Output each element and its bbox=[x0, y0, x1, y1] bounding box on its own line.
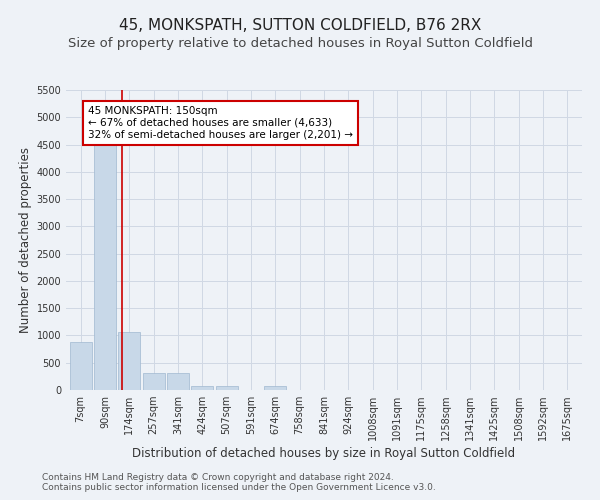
Bar bbox=[118, 332, 140, 390]
Bar bbox=[215, 386, 238, 390]
Text: 45, MONKSPATH, SUTTON COLDFIELD, B76 2RX: 45, MONKSPATH, SUTTON COLDFIELD, B76 2RX bbox=[119, 18, 481, 32]
Text: Size of property relative to detached houses in Royal Sutton Coldfield: Size of property relative to detached ho… bbox=[67, 38, 533, 51]
Bar bbox=[143, 373, 164, 390]
Y-axis label: Number of detached properties: Number of detached properties bbox=[19, 147, 32, 333]
Text: Contains public sector information licensed under the Open Government Licence v3: Contains public sector information licen… bbox=[42, 484, 436, 492]
X-axis label: Distribution of detached houses by size in Royal Sutton Coldfield: Distribution of detached houses by size … bbox=[133, 448, 515, 460]
Bar bbox=[265, 386, 286, 390]
Bar bbox=[70, 342, 92, 390]
Text: 45 MONKSPATH: 150sqm
← 67% of detached houses are smaller (4,633)
32% of semi-de: 45 MONKSPATH: 150sqm ← 67% of detached h… bbox=[88, 106, 353, 140]
Bar bbox=[94, 142, 116, 390]
Text: Contains HM Land Registry data © Crown copyright and database right 2024.: Contains HM Land Registry data © Crown c… bbox=[42, 474, 394, 482]
Bar bbox=[191, 386, 213, 390]
Bar bbox=[167, 373, 189, 390]
